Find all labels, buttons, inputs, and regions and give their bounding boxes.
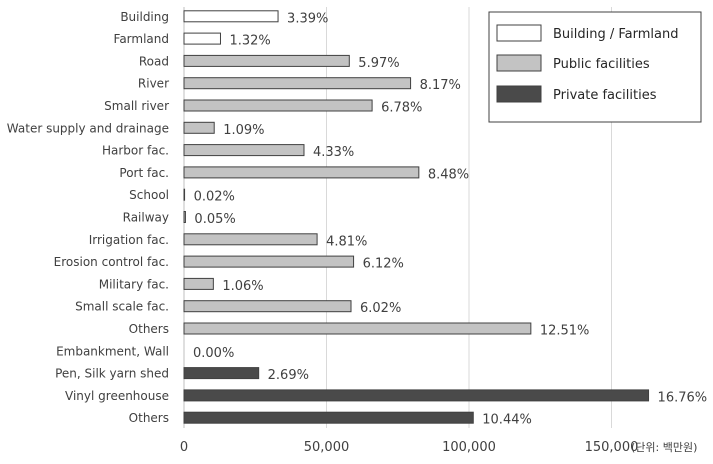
legend-label-public-facilities: Public facilities <box>553 57 650 72</box>
legend-swatch-public-facilities <box>496 54 542 72</box>
bar <box>183 389 650 402</box>
bar <box>183 77 412 90</box>
percent-label: 10.44% <box>482 413 532 428</box>
bar <box>183 233 318 246</box>
category-label: River <box>138 77 169 91</box>
legend: Building / Farmland Public facilities Pr… <box>488 11 702 123</box>
percent-label: 0.02% <box>194 190 235 205</box>
category-label: Railway <box>123 211 169 225</box>
percent-label: 2.69% <box>268 368 309 383</box>
percent-label: 5.97% <box>358 56 399 71</box>
bar <box>183 99 373 112</box>
bar <box>183 255 355 268</box>
percent-label: 16.76% <box>658 390 708 405</box>
x-tick-label: 100,000 <box>442 440 496 455</box>
bar <box>183 32 221 45</box>
percent-label: 4.33% <box>313 145 354 160</box>
bar <box>183 188 186 201</box>
unit-note: (단위: 백만원) <box>631 441 697 454</box>
legend-label-private-facilities: Private facilities <box>553 88 657 103</box>
category-label: Vinyl greenhouse <box>65 389 169 403</box>
category-labels: Building Farmland Road River Small river Wate… <box>7 10 169 425</box>
category-label: Farmland <box>114 32 169 46</box>
bar <box>183 367 260 380</box>
x-tick-label: 0 <box>180 440 188 455</box>
percent-label: 6.12% <box>363 257 404 272</box>
percent-label: 1.06% <box>222 279 263 294</box>
bar <box>183 121 215 134</box>
category-label: School <box>129 188 169 202</box>
category-label: Pen, Silk yarn shed <box>55 367 169 381</box>
legend-swatch-private-facilities <box>496 85 542 103</box>
bar <box>183 411 474 424</box>
percent-labels: 3.39% 1.32% 5.97% 8.17% 6.78% 1.09% 4.33% 8.48%… <box>193 11 707 427</box>
bar <box>183 144 305 157</box>
percent-label: 1.09% <box>223 123 264 138</box>
percent-label: 0.00% <box>193 346 234 361</box>
bars <box>183 10 650 424</box>
category-label: Military fac. <box>99 277 169 291</box>
percent-label: 6.78% <box>381 101 422 116</box>
bar <box>183 166 420 179</box>
bar <box>183 300 352 313</box>
category-label: Building <box>120 10 169 24</box>
category-label: Port fac. <box>119 166 169 180</box>
percent-label: 1.32% <box>229 34 270 49</box>
bar <box>183 54 350 67</box>
bar <box>183 277 214 290</box>
bar <box>183 322 532 335</box>
percent-label: 4.81% <box>326 234 367 249</box>
category-label: Water supply and drainage <box>7 121 169 135</box>
x-tick-label: 50,000 <box>304 440 350 455</box>
legend-label-building-farmland: Building / Farmland <box>553 27 678 42</box>
x-tick-label: 150,000 <box>585 440 639 455</box>
legend-swatch-building-farmland <box>496 24 542 42</box>
category-label: Road <box>139 54 169 68</box>
bar <box>183 211 186 223</box>
percent-label: 8.48% <box>428 167 469 182</box>
bar <box>183 10 279 23</box>
category-label: Erosion control fac. <box>54 255 169 269</box>
percent-label: 6.02% <box>360 301 401 316</box>
category-label: Embankment, Wall <box>56 344 169 358</box>
percent-label: 3.39% <box>287 11 328 26</box>
percent-label: 0.05% <box>194 212 235 227</box>
category-label: Small scale fac. <box>75 300 169 314</box>
percent-label: 8.17% <box>420 78 461 93</box>
percent-label: 12.51% <box>540 324 590 339</box>
x-axis-ticks: 0 50,000 100,000 150,000 <box>180 440 639 455</box>
category-label: Harbor fac. <box>102 144 169 158</box>
category-label: Irrigation fac. <box>89 233 169 247</box>
category-label: Others <box>129 322 169 336</box>
category-label: Small river <box>104 99 169 113</box>
category-label: Others <box>129 411 169 425</box>
